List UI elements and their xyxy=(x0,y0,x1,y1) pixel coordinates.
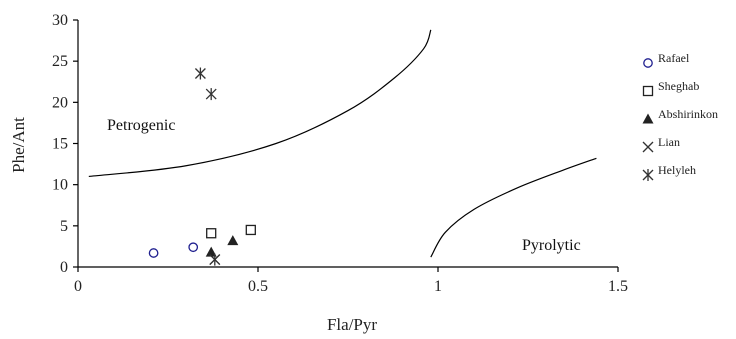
y-axis-title: Phe/Ant xyxy=(9,117,28,173)
point-helyleh xyxy=(194,67,206,80)
point-rafael xyxy=(148,248,159,258)
point-abshirinkon xyxy=(205,246,217,257)
legend-marker-helyleh xyxy=(642,169,654,181)
point-helyleh xyxy=(209,253,221,266)
y-tick-label: 15 xyxy=(52,136,68,153)
region-label-petrogenic: Petrogenic xyxy=(107,117,175,134)
legend-item-sheghab: Sheghab xyxy=(642,79,699,97)
y-tick-label: 5 xyxy=(60,218,68,235)
boundary-curve-1 xyxy=(88,29,432,178)
x-tick-label: 1 xyxy=(434,278,442,295)
y-tick-label: 10 xyxy=(52,177,68,194)
legend-label-sheghab: Sheghab xyxy=(658,79,699,93)
y-tick-label: 25 xyxy=(52,53,68,70)
legend-marker-sheghab xyxy=(642,85,654,97)
point-rafael xyxy=(188,242,199,253)
point-helyleh xyxy=(205,88,217,101)
x-tick-label: 0.5 xyxy=(248,278,268,295)
x-axis-title: Fla/Pyr xyxy=(327,315,377,334)
boundary-curve-2 xyxy=(430,157,597,258)
data-points xyxy=(148,67,256,266)
legend-label-lian: Lian xyxy=(658,135,680,149)
legend-item-abshirinkon: Abshirinkon xyxy=(642,107,718,124)
legend-item-helyleh: Helyleh xyxy=(642,163,696,181)
legend-item-rafael: Rafael xyxy=(643,51,690,68)
x-tick-label: 1.5 xyxy=(608,278,628,295)
y-tick-label: 20 xyxy=(52,94,68,111)
legend-marker-lian xyxy=(642,141,654,153)
ticks: 0 0.5 1 1.5 0 5 10 15 20 25 30 xyxy=(52,12,628,295)
legend-item-lian: Lian xyxy=(642,135,680,153)
axes xyxy=(77,20,618,268)
x-tick-label: 0 xyxy=(74,278,82,295)
boundary-curves xyxy=(88,29,597,258)
legend-marker-rafael xyxy=(643,58,653,68)
legend-marker-abshirinkon xyxy=(642,113,654,124)
legend: Rafael Sheghab Abshirinkon Lian Helyleh xyxy=(642,51,718,181)
legend-label-abshirinkon: Abshirinkon xyxy=(658,107,718,121)
point-sheghab xyxy=(245,224,256,236)
y-tick-label: 0 xyxy=(60,259,68,276)
legend-label-rafael: Rafael xyxy=(658,51,690,65)
point-abshirinkon xyxy=(227,235,239,246)
region-label-pyrolytic: Pyrolytic xyxy=(522,237,581,254)
legend-label-helyleh: Helyleh xyxy=(658,163,696,177)
y-tick-label: 30 xyxy=(52,12,68,29)
point-sheghab xyxy=(206,228,217,239)
